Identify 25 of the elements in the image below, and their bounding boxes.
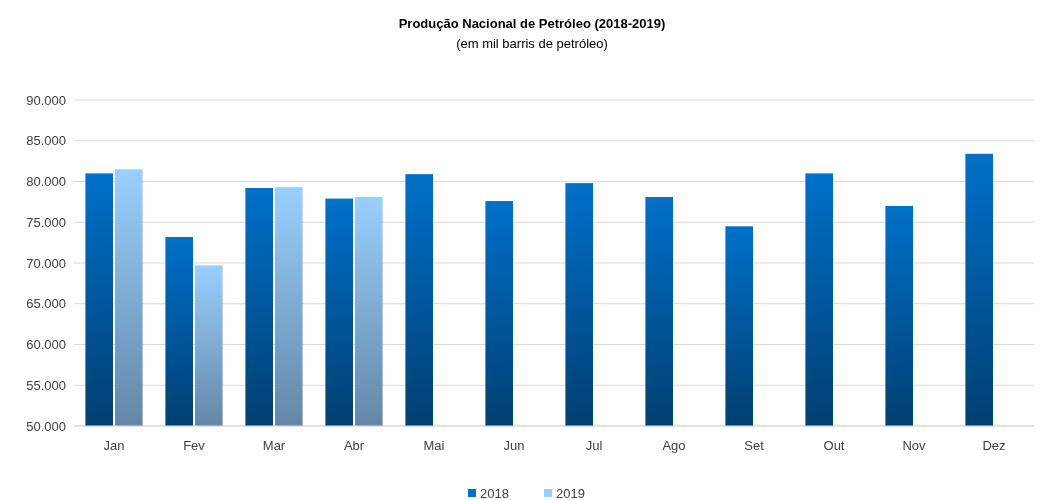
y-tick-label: 80.000: [26, 174, 66, 190]
y-tick-label: 85.000: [26, 133, 66, 149]
y-tick-label: 55.000: [26, 377, 66, 393]
x-tick-label: Mai: [423, 438, 445, 453]
x-tick-label: Set: [744, 438, 765, 453]
x-tick-label: Abr: [343, 438, 365, 453]
x-tick-label: Nov: [902, 438, 927, 453]
y-tick-label: 70.000: [26, 255, 66, 271]
legend-label: 2019: [556, 486, 585, 500]
x-tick-label: Jul: [585, 438, 603, 453]
x-tick-label: Jun: [503, 438, 525, 453]
x-tick-label: Ago: [662, 438, 686, 453]
x-tick-label: Out: [823, 438, 845, 453]
x-tick-label: Dez: [982, 438, 1006, 453]
x-tick-label: Jan: [103, 438, 125, 453]
x-tick-label: Fev: [183, 438, 206, 453]
y-tick-label: 75.000: [26, 214, 66, 230]
chart-subtitle: (em mil barris de petróleo): [456, 36, 608, 51]
chart-title: Produção Nacional de Petróleo (2018-2019): [398, 16, 666, 31]
legend-label: 2018: [480, 486, 509, 500]
y-tick-label: 90.000: [26, 92, 66, 108]
y-tick-label: 65.000: [26, 296, 66, 312]
y-tick-label: 60.000: [26, 337, 66, 353]
y-tick-label: 50.000: [26, 418, 66, 434]
x-tick-label: Mar: [262, 438, 286, 453]
